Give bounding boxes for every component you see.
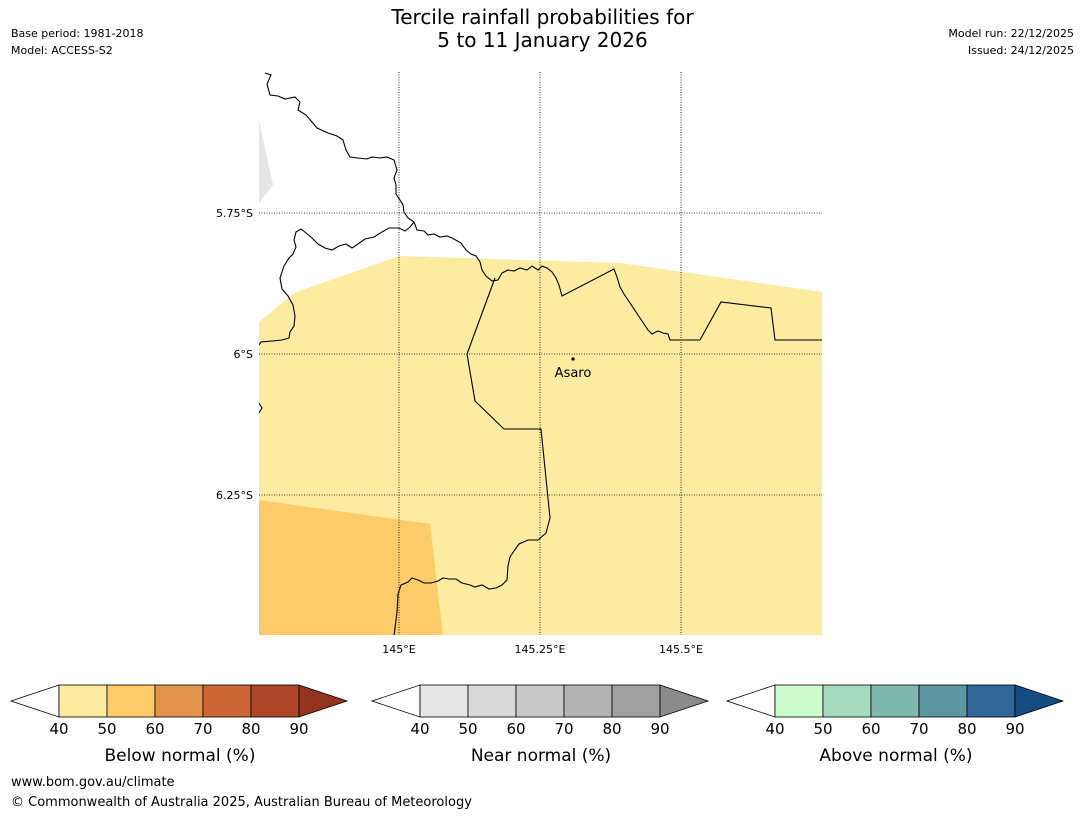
- tick-label: 70: [909, 720, 929, 738]
- map-title: Tercile rainfall probabilities for 5 to …: [0, 6, 1085, 52]
- footer-url: www.bom.gov.au/climate: [11, 775, 175, 790]
- tick-label: 80: [241, 720, 261, 738]
- tick-label: 60: [145, 720, 165, 738]
- colorbar-segment: [966, 684, 1016, 718]
- colorbar-segment: [467, 684, 517, 718]
- tick-label: 40: [49, 720, 69, 738]
- colorbar-below-normal: 40 50 60 70 80 90 Below normal (%): [9, 684, 350, 774]
- place-label-asaro: Asaro: [555, 366, 592, 381]
- colorbar-title: Above normal (%): [819, 746, 973, 766]
- map-area: [259, 72, 822, 635]
- colorbar-segment: [563, 684, 613, 718]
- tick-label: 70: [193, 720, 213, 738]
- gridlines: [259, 72, 822, 635]
- lon-label: 145°E: [382, 643, 415, 656]
- coast-fragment: [259, 402, 263, 414]
- meta-right: Model run: 22/12/2025 Issued: 24/12/2025: [948, 25, 1074, 59]
- lon-label: 145.5°E: [659, 643, 703, 656]
- lat-label: 6.25°S: [216, 489, 253, 502]
- model-name: Model: ACCESS-S2: [11, 44, 113, 57]
- colorbar-near-normal-scale: [370, 684, 710, 718]
- district-border: [393, 277, 551, 635]
- colorbar-title: Below normal (%): [104, 746, 256, 766]
- tick-label: 80: [957, 720, 977, 738]
- tick-label: 40: [410, 720, 430, 738]
- tick-label: 90: [1005, 720, 1025, 738]
- colorbar-over-arrow: [659, 684, 710, 718]
- colorbar-segment: [202, 684, 252, 718]
- colorbar-near-normal: 40 50 60 70 80 90 Near normal (%): [370, 684, 711, 774]
- title-line-1: Tercile rainfall probabilities for: [391, 5, 694, 29]
- colorbar-segment: [515, 684, 565, 718]
- colorbar-above-normal: 40 50 60 70 80 90 Above normal (%): [725, 684, 1066, 774]
- colorbar-segment: [106, 684, 156, 718]
- map-panel: Asaro 5.75°S 6°S 6.25°S 145°E 145.25°E 1…: [216, 72, 822, 656]
- tick-label: 60: [861, 720, 881, 738]
- base-period: Base period: 1981-2018: [11, 27, 144, 40]
- colorbar-segment: [774, 684, 824, 718]
- title-line-2: 5 to 11 January 2026: [437, 28, 648, 52]
- colorbar-segment: [918, 684, 968, 718]
- axis-labels: 5.75°S 6°S 6.25°S 145°E 145.25°E 145.5°E: [216, 207, 703, 656]
- tick-label: 80: [602, 720, 622, 738]
- tick-label: 90: [289, 720, 309, 738]
- colorbar-title: Near normal (%): [470, 746, 612, 766]
- province-border: [264, 72, 822, 341]
- colorbar-under-arrow: [725, 684, 776, 718]
- tick-label: 50: [813, 720, 833, 738]
- colorbar-segment: [870, 684, 920, 718]
- colorbar-under-arrow: [370, 684, 421, 718]
- colorbar-segment: [822, 684, 872, 718]
- tick-label: 40: [765, 720, 785, 738]
- colorbar-segment: [611, 684, 661, 718]
- colorbar-segment: [250, 684, 300, 718]
- tick-label: 70: [554, 720, 574, 738]
- colorbar-segment: [58, 684, 108, 718]
- asaro-marker: [571, 357, 575, 361]
- model-run: Model run: 22/12/2025: [948, 27, 1074, 40]
- colorbar-segment: [154, 684, 204, 718]
- below-normal-50-region: [259, 500, 443, 635]
- footer-copyright: © Commonwealth of Australia 2025, Austra…: [11, 795, 472, 810]
- tick-label: 60: [506, 720, 526, 738]
- lat-label: 5.75°S: [216, 207, 253, 220]
- colorbar-segment: [419, 684, 469, 718]
- colorbar-above-normal-scale: [725, 684, 1065, 718]
- coastline-west: [259, 221, 415, 346]
- tick-label: 50: [97, 720, 117, 738]
- colorbar-over-arrow: [298, 684, 349, 718]
- tick-label: 50: [458, 720, 478, 738]
- lon-label: 145.25°E: [515, 643, 566, 656]
- issued-date: Issued: 24/12/2025: [967, 44, 1074, 57]
- colorbar-under-arrow: [9, 684, 60, 718]
- lat-label: 6°S: [234, 348, 253, 361]
- meta-left: Base period: 1981-2018 Model: ACCESS-S2: [11, 25, 143, 59]
- tick-label: 90: [650, 720, 670, 738]
- colorbar-over-arrow: [1014, 684, 1065, 718]
- near-normal-region: [259, 120, 273, 203]
- colorbar-below-normal-scale: [9, 684, 349, 718]
